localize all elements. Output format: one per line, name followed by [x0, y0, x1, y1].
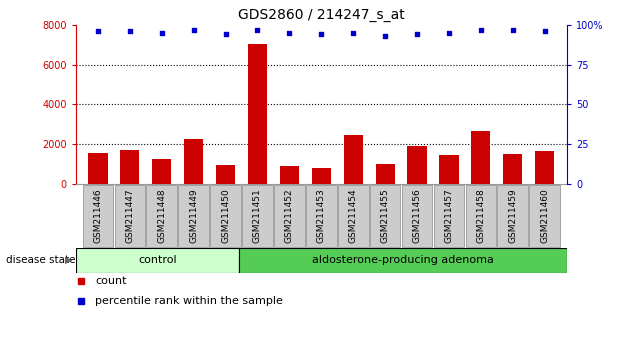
Text: GSM211460: GSM211460 — [540, 189, 549, 243]
FancyBboxPatch shape — [83, 185, 113, 246]
FancyBboxPatch shape — [146, 185, 177, 246]
Point — [476, 27, 486, 32]
Text: GSM211456: GSM211456 — [413, 189, 421, 243]
Text: GSM211459: GSM211459 — [508, 189, 517, 243]
FancyBboxPatch shape — [402, 185, 432, 246]
Bar — [184, 139, 203, 184]
Text: GSM211448: GSM211448 — [158, 189, 166, 243]
FancyBboxPatch shape — [529, 185, 560, 246]
Point — [540, 28, 550, 34]
Text: GSM211457: GSM211457 — [444, 189, 454, 243]
Point — [444, 30, 454, 35]
Bar — [216, 165, 235, 184]
Point — [508, 27, 518, 32]
FancyBboxPatch shape — [433, 185, 464, 246]
Text: GSM211452: GSM211452 — [285, 189, 294, 243]
Text: GSM211447: GSM211447 — [125, 189, 134, 243]
Bar — [439, 155, 459, 184]
FancyBboxPatch shape — [178, 185, 209, 246]
Text: ▶: ▶ — [65, 255, 72, 265]
Bar — [312, 168, 331, 184]
FancyBboxPatch shape — [338, 185, 369, 246]
Point — [316, 32, 326, 37]
Text: GSM211446: GSM211446 — [93, 189, 103, 243]
Point — [157, 30, 167, 35]
Bar — [375, 164, 394, 184]
Text: control: control — [138, 255, 177, 265]
Point — [284, 30, 294, 35]
FancyBboxPatch shape — [306, 185, 336, 246]
Point — [220, 32, 231, 37]
FancyBboxPatch shape — [370, 185, 401, 246]
Point — [380, 33, 390, 39]
Bar — [280, 166, 299, 184]
Bar — [152, 159, 171, 184]
Point — [348, 30, 358, 35]
Text: GSM211455: GSM211455 — [381, 189, 389, 243]
Bar — [239, 248, 567, 273]
Bar — [248, 44, 267, 184]
FancyBboxPatch shape — [242, 185, 273, 246]
Text: GSM211451: GSM211451 — [253, 189, 262, 243]
FancyBboxPatch shape — [274, 185, 305, 246]
Text: GSM211453: GSM211453 — [317, 189, 326, 243]
Text: GSM211450: GSM211450 — [221, 189, 230, 243]
Text: disease state: disease state — [6, 255, 76, 265]
Text: count: count — [95, 276, 127, 286]
Bar — [343, 135, 363, 184]
Text: aldosterone-producing adenoma: aldosterone-producing adenoma — [312, 255, 494, 265]
Bar — [120, 150, 139, 184]
Bar — [503, 154, 522, 184]
Text: GSM211458: GSM211458 — [476, 189, 485, 243]
Bar — [88, 153, 108, 184]
Bar — [471, 131, 490, 184]
Bar — [408, 146, 427, 184]
Title: GDS2860 / 214247_s_at: GDS2860 / 214247_s_at — [238, 8, 404, 22]
Bar — [535, 151, 554, 184]
FancyBboxPatch shape — [466, 185, 496, 246]
Point — [188, 27, 198, 32]
Text: GSM211449: GSM211449 — [189, 189, 198, 243]
FancyBboxPatch shape — [210, 185, 241, 246]
FancyBboxPatch shape — [115, 185, 145, 246]
Point — [125, 28, 135, 34]
FancyBboxPatch shape — [498, 185, 528, 246]
Text: percentile rank within the sample: percentile rank within the sample — [95, 296, 283, 306]
Bar — [76, 248, 239, 273]
Point — [253, 27, 263, 32]
Point — [412, 32, 422, 37]
Text: GSM211454: GSM211454 — [349, 189, 358, 243]
Point — [93, 28, 103, 34]
